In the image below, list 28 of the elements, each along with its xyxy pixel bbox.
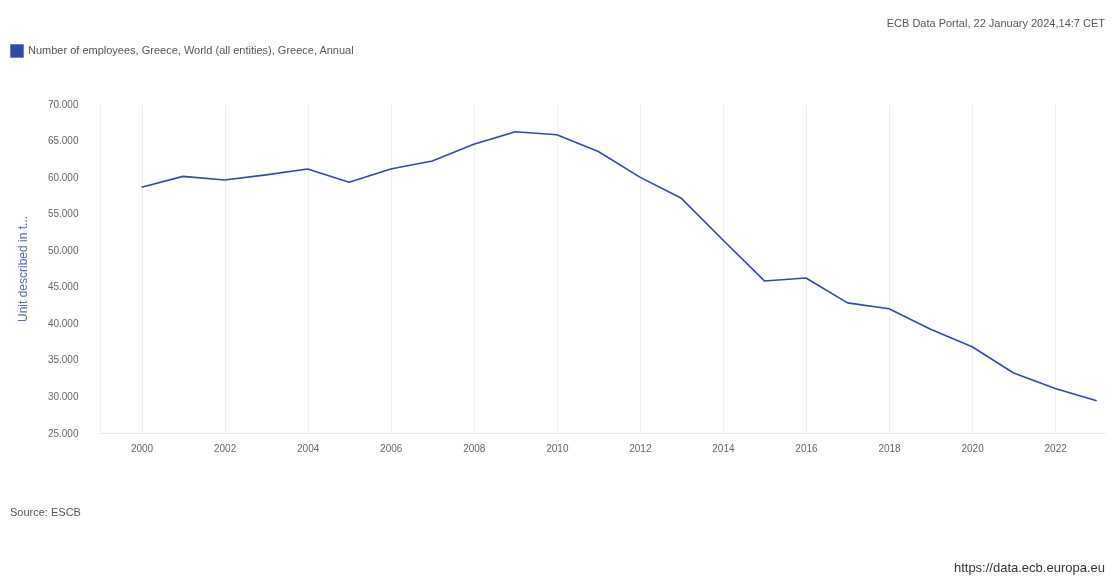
x-tick-label: 2004: [297, 442, 320, 454]
x-tick-label: 2002: [213, 442, 237, 454]
legend-label: Number of employees, Greece, World (all entities), Greece, Annual: [28, 44, 354, 56]
x-tick-label: 2022: [1044, 442, 1068, 454]
x-tick-label: 2012: [629, 442, 652, 454]
x-tick-label: 2014: [712, 442, 735, 454]
y-tick-label: 30.000: [47, 390, 79, 402]
y-tick-label: 45.000: [47, 281, 79, 293]
y-tick-label: 65.000: [47, 135, 79, 147]
x-tick-label: 2000: [130, 442, 154, 454]
x-tick-label: 2020: [961, 442, 985, 454]
text: ECB Data Portal, 22 January 2024,14:7 CET: [886, 17, 1106, 29]
x-tick-label: 2010: [546, 442, 569, 454]
y-tick-label: 60.000: [47, 171, 79, 183]
y-tick-label: 35.000: [47, 354, 79, 366]
y-tick-label: 50.000: [47, 244, 79, 256]
x-tick-label: 2006: [380, 442, 403, 454]
y-axis-title: Unit described in t...: [15, 215, 30, 323]
y-tick-label: 70.000: [47, 98, 79, 110]
source-note: Source: ESCB: [10, 506, 81, 518]
y-tick-label: 55.000: [47, 208, 79, 220]
x-tick-label: 2008: [463, 442, 486, 454]
y-tick-label: 40.000: [47, 317, 79, 329]
x-tick-label: 2016: [795, 442, 819, 454]
y-tick-label: 25.000: [47, 427, 79, 439]
x-tick-label: 2018: [878, 442, 902, 454]
line-series: [140, 130, 1098, 402]
text: https://data.ecb.europa.eu: [953, 560, 1105, 575]
